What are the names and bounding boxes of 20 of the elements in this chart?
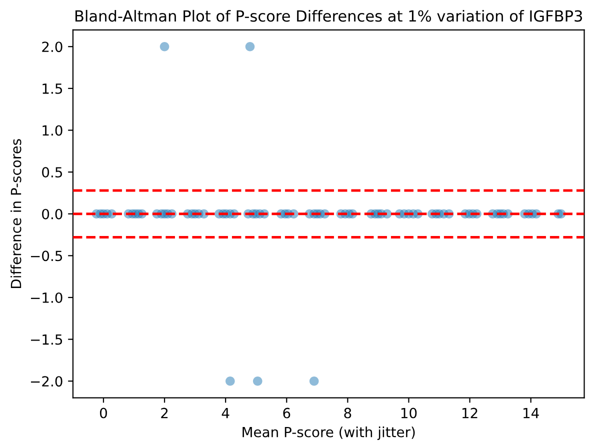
x-tick-label: 4: [222, 408, 230, 418]
y-tick-label: 1.0: [42, 125, 62, 136]
y-axis-title: Difference in P-scores: [10, 139, 22, 288]
y-tick-label: 1.5: [42, 84, 62, 94]
x-axis-title: Mean P-score (with jitter): [242, 426, 415, 440]
x-tick-label: 2: [161, 408, 168, 418]
x-tick-label: 8: [344, 408, 352, 418]
y-tick-label: −0.5: [30, 250, 62, 262]
x-tick-label: 10: [401, 408, 417, 418]
y-tick-label: −2.0: [30, 376, 62, 387]
chart-title: Bland-Altman Plot of P-score Differences at 1% variation of IGFBP3: [75, 10, 582, 22]
x-tick-label: 14: [524, 408, 539, 418]
x-tick-label: 6: [283, 408, 290, 418]
x-tick-label: 0: [100, 408, 107, 418]
y-tick-label: 0.5: [42, 167, 62, 178]
y-tick-label: 2.0: [42, 42, 62, 52]
x-tick-label: 12: [462, 408, 478, 418]
y-tick-label: −1.0: [30, 292, 62, 303]
y-tick-label: 0.0: [42, 208, 62, 220]
y-tick-label: −1.5: [30, 334, 62, 345]
